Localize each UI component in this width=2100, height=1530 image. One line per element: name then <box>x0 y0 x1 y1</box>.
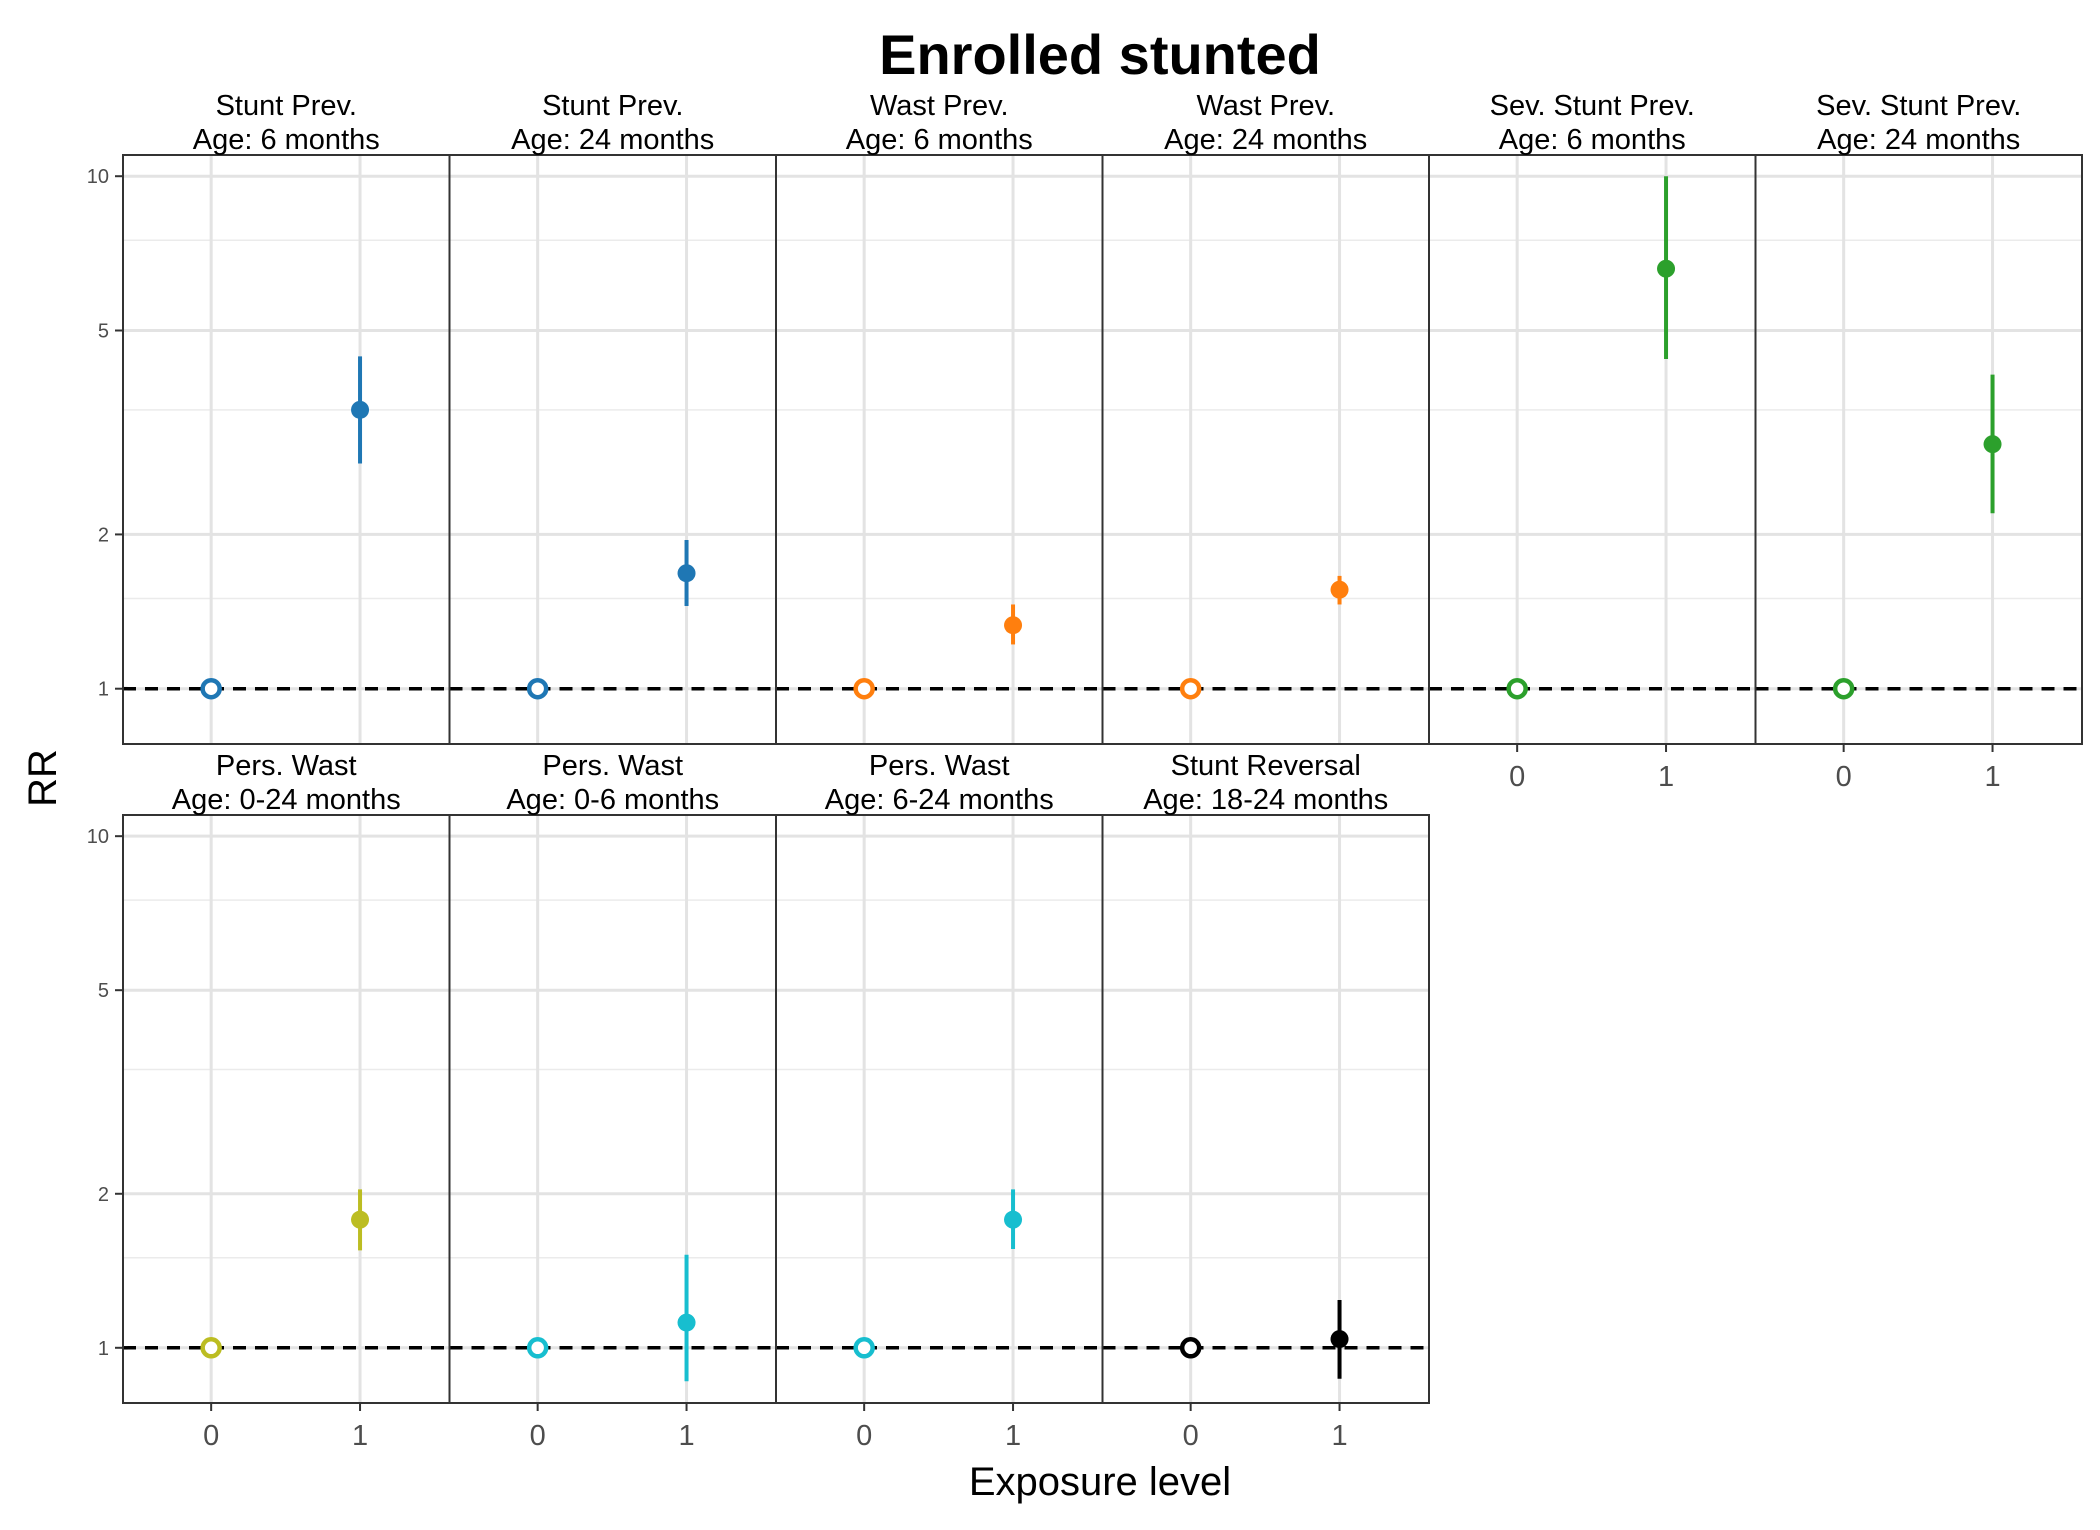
y-tick-label: 2 <box>98 1184 109 1206</box>
rr-point <box>1983 435 2002 454</box>
rr-point <box>351 400 370 419</box>
panel-title-line2: Age: 6-24 months <box>825 784 1054 816</box>
panel-title-line1: Stunt Prev. <box>542 90 683 122</box>
panel-title-line1: Sev. Stunt Prev. <box>1490 90 1695 122</box>
panel-title-line1: Wast Prev. <box>870 90 1009 122</box>
panel-title-line2: Age: 6 months <box>1499 124 1686 156</box>
y-tick-label: 10 <box>87 166 109 188</box>
reference-point <box>1179 677 1202 700</box>
x-tick-label: 1 <box>1005 1420 1021 1452</box>
reference-point <box>1179 1337 1202 1359</box>
x-tick-label: 0 <box>1836 761 1852 793</box>
x-tick-label: 0 <box>530 1420 546 1452</box>
y-tick-label: 5 <box>98 320 109 342</box>
x-tick-label: 0 <box>1509 761 1525 793</box>
y-tick-label: 10 <box>87 826 109 848</box>
x-tick-label: 0 <box>1183 1420 1199 1452</box>
panel-border <box>448 814 777 1404</box>
y-tick-label: 1 <box>98 1338 109 1360</box>
panel-border <box>122 814 451 1404</box>
reference-point <box>200 677 222 700</box>
panel-3: Wast Prev.Age: 6 months <box>775 90 1104 745</box>
panel-title-line1: Pers. Wast <box>869 750 1010 782</box>
panel-5: Sev. Stunt Prev.Age: 6 months 0 1 <box>1428 90 1757 793</box>
rr-point <box>1330 580 1349 599</box>
panel-title-line2: Age: 6 months <box>846 124 1033 156</box>
panel-title-line1: Sev. Stunt Prev. <box>1816 90 2021 122</box>
panel-border <box>775 154 1104 745</box>
panel-border <box>1101 814 1430 1404</box>
rr-point <box>677 1313 696 1332</box>
rr-point <box>1004 1210 1023 1229</box>
x-tick-label: 1 <box>1658 761 1674 793</box>
reference-point <box>200 1337 222 1359</box>
panel-title-line1: Stunt Prev. <box>216 90 357 122</box>
reference-point <box>1832 677 1855 700</box>
panel-1: Stunt Prev.Age: 6 months <box>122 90 451 745</box>
panel-title-line1: Pers. Wast <box>216 750 357 782</box>
panel-2: Stunt Prev.Age: 24 months <box>448 90 777 745</box>
panel-border <box>1754 154 2083 745</box>
panel-title-line2: Age: 6 months <box>193 124 380 156</box>
panel-6: Sev. Stunt Prev.Age: 24 months 0 1 <box>1754 90 2083 793</box>
reference-point <box>853 1337 875 1359</box>
x-tick-label: 0 <box>203 1420 219 1452</box>
y-tick-label: 2 <box>98 524 109 546</box>
panel-border <box>1101 154 1430 745</box>
panel-title-line2: Age: 18-24 months <box>1143 784 1388 816</box>
panel-title-line1: Stunt Reversal <box>1171 750 1361 782</box>
panel-border <box>775 814 1104 1404</box>
x-tick-label: 1 <box>1984 761 2000 793</box>
panel-title-line2: Age: 24 months <box>1817 124 2020 156</box>
reference-point <box>853 677 875 700</box>
chart-title: Enrolled stunted <box>879 23 1321 86</box>
y-tick-label: 5 <box>98 980 109 1002</box>
panel-title-line2: Age: 24 months <box>1164 124 1367 156</box>
y-axis-label: RR <box>21 749 65 807</box>
reference-point <box>526 677 549 700</box>
rr-point <box>1004 616 1023 635</box>
rr-point <box>351 1210 370 1229</box>
reference-point <box>526 1337 549 1359</box>
x-tick-label: 1 <box>1331 1420 1347 1452</box>
panel-title-line2: Age: 0-24 months <box>172 784 401 816</box>
reference-point <box>1506 677 1528 700</box>
rr-point <box>677 564 696 583</box>
panel-4: Wast Prev.Age: 24 months <box>1101 90 1430 745</box>
x-tick-label: 0 <box>856 1420 872 1452</box>
x-tick-label: 1 <box>352 1420 368 1452</box>
panel-title-line2: Age: 0-6 months <box>506 784 719 816</box>
x-tick-label: 1 <box>678 1420 694 1452</box>
panel-border <box>1428 154 1757 745</box>
panel-border <box>448 154 777 745</box>
rr-point <box>1657 259 1676 278</box>
panel-border <box>122 154 451 745</box>
y-tick-label: 1 <box>98 679 109 701</box>
panel-title-line1: Pers. Wast <box>542 750 683 782</box>
panel-title-line1: Wast Prev. <box>1196 90 1335 122</box>
rr-point <box>1330 1330 1349 1349</box>
panel-title-line2: Age: 24 months <box>511 124 714 156</box>
x-axis-label: Exposure level <box>969 1460 1231 1504</box>
